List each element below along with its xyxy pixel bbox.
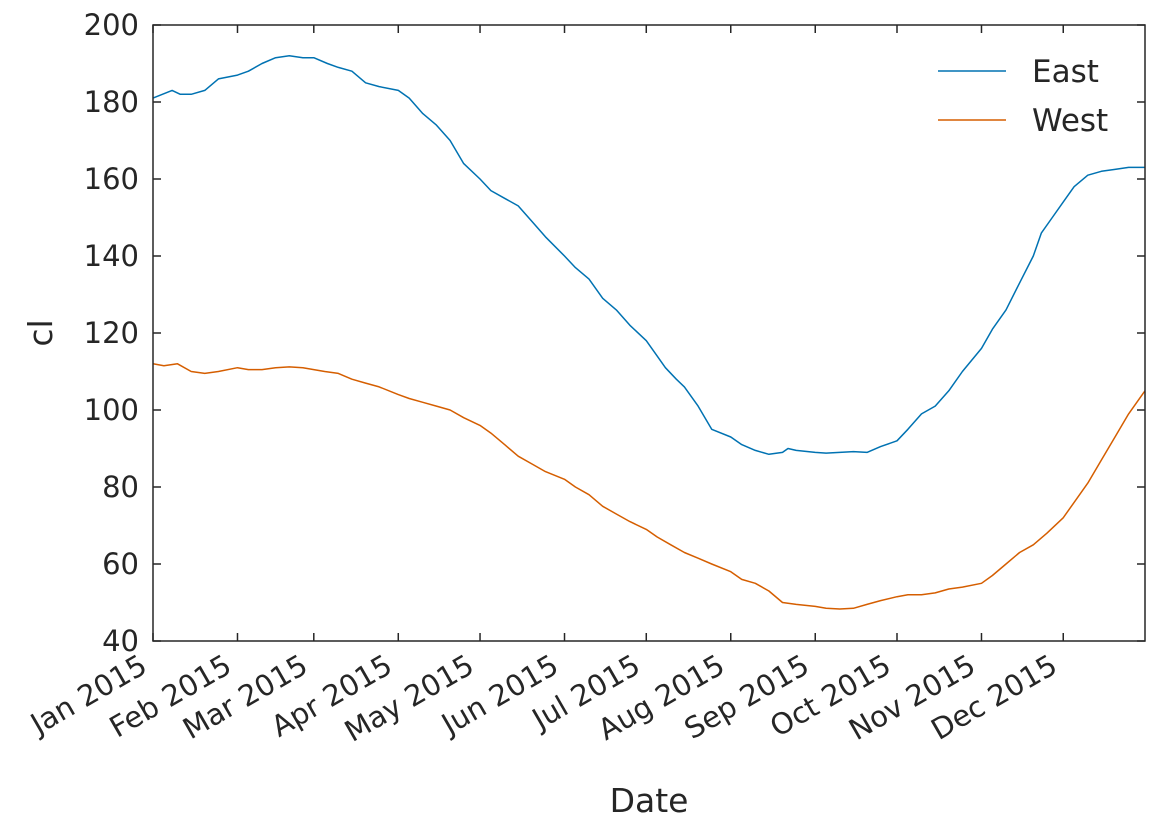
y-axis-title: cl [21,319,60,346]
y-axis: 40 60 80 100 120 140 160 180 200 [84,8,1145,658]
plot-frame [152,24,1146,642]
series-line-east [152,55,1145,456]
y-tick-label: 140 [84,239,139,273]
y-tick-label: 120 [84,316,139,350]
legend-label-east: East [1032,54,1099,90]
y-tick-label: 60 [102,547,139,581]
x-axis-title: Date [610,781,689,820]
series-line-west [152,363,1146,610]
y-tick-label: 200 [84,8,139,42]
legend-label-west: West [1032,103,1108,139]
y-tick-label: 40 [102,624,139,658]
plot-lines [152,55,1146,610]
y-tick-label: 160 [84,162,139,196]
y-tick-label: 80 [102,470,139,504]
legend: East West [938,54,1108,139]
y-tick-label: 180 [84,85,139,119]
y-tick-label: 100 [84,393,139,427]
